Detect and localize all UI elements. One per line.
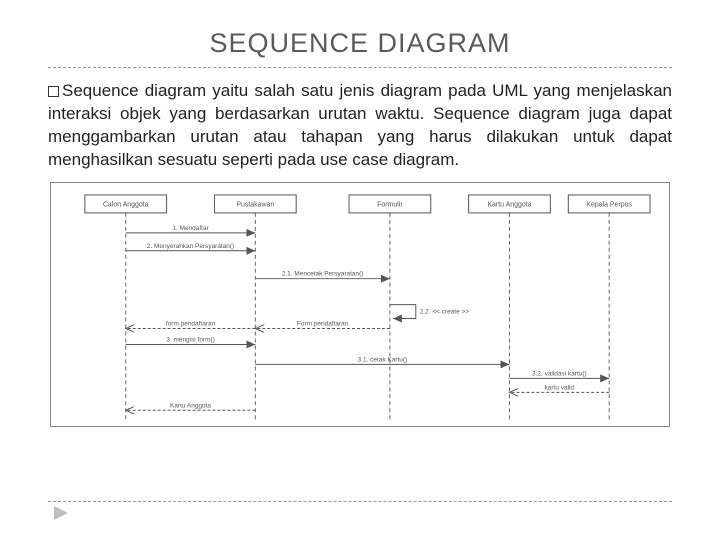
svg-text:Kartu Anggota: Kartu Anggota: [487, 201, 531, 208]
svg-text:2. Menyerahkan Persyaratan(): 2. Menyerahkan Persyaratan(): [147, 243, 234, 250]
description-paragraph: Sequence diagram yaitu salah satu jenis …: [48, 80, 672, 172]
svg-text:2.2. << create >>: 2.2. << create >>: [420, 308, 469, 315]
svg-text:Kepala Perpus: Kepala Perpus: [586, 201, 632, 208]
top-divider: [48, 67, 672, 68]
sequence-diagram-container: Calon Anggota Pustakawan Formulir Kartu Ang…: [50, 182, 670, 427]
svg-text:Pustakawan: Pustakawan: [236, 201, 274, 208]
sequence-diagram: Calon Anggota Pustakawan Formulir Kartu Ang…: [51, 183, 669, 427]
desc-rest: diagram yaitu salah satu jenis diagram p…: [48, 81, 672, 169]
svg-text:form pendaftaran: form pendaftaran: [166, 320, 216, 327]
page-title: SEQUENCE DIAGRAM: [48, 28, 672, 59]
svg-text:2.1. Mencetak Persyaratan(): 2.1. Mencetak Persyaratan(): [282, 270, 364, 277]
svg-text:kartu valid: kartu valid: [545, 384, 575, 391]
bottom-divider: [48, 501, 672, 502]
svg-text:Form pendaftaran: Form pendaftaran: [297, 320, 349, 327]
bullet-icon: [48, 86, 59, 97]
svg-text:3. mengisi form(): 3. mengisi form(): [166, 336, 215, 343]
svg-text:3.1. cetak Kartu(): 3.1. cetak Kartu(): [358, 356, 408, 363]
desc-lead: Sequence: [62, 81, 139, 100]
svg-text:Kartu Anggota: Kartu Anggota: [170, 402, 211, 409]
svg-text:Formulir: Formulir: [377, 201, 403, 208]
svg-text:3.2. validasi kartu(): 3.2. validasi kartu(): [532, 370, 587, 377]
svg-text:Calon Anggota: Calon Anggota: [103, 201, 149, 208]
svg-text:1. Mendaftar: 1. Mendaftar: [172, 225, 209, 232]
play-icon: [54, 506, 70, 520]
